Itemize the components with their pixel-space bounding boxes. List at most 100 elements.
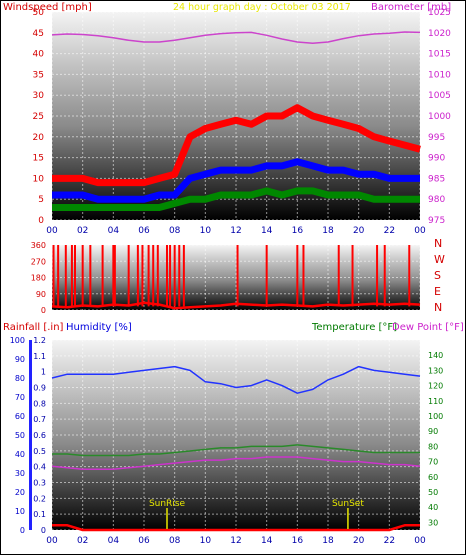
panel3-x-tick-label: 04 xyxy=(108,536,120,546)
panel3-rain-tick-label: 0.1 xyxy=(33,510,46,519)
panel3-rain-tick-label: 0.8 xyxy=(33,399,46,408)
panel1-y2-tick-label: 1000 xyxy=(428,112,451,122)
panel1-x-tick-label: 04 xyxy=(108,226,120,236)
panel3-rain-tick-label: 0.4 xyxy=(33,463,46,472)
panel1-y-tick-label: 40 xyxy=(33,50,45,60)
panel3-rain-tick-label: 0.7 xyxy=(33,415,46,424)
panel1-x-tick-label: 02 xyxy=(77,226,88,236)
panel1-series-0 xyxy=(51,31,421,44)
panel3-rain-tick-label: 0 xyxy=(41,526,46,535)
panel3-rain-tick-label: 1.1 xyxy=(33,352,46,361)
panel2-compass-label: S xyxy=(434,269,441,282)
panel3-humidity-tick-label: 10 xyxy=(15,507,25,516)
panel3-temp-tick-label: 100 xyxy=(428,412,443,421)
panel2-compass-label: N xyxy=(434,237,442,250)
panel1-y-tick-label: 0 xyxy=(38,216,44,226)
panel3-temp-label: Temperature [°F] xyxy=(311,322,397,333)
panel3-dew-label: Dew Point [°F] xyxy=(392,322,464,333)
panel3-x-tick-label: 20 xyxy=(353,536,365,546)
panel3-series-1 xyxy=(52,444,420,457)
panel3-temp-tick-label: 90 xyxy=(428,427,438,436)
panel3-humidity-label: Humidity [%] xyxy=(66,322,132,333)
panel3-series-2 xyxy=(51,456,421,470)
panel3-humidity-tick-label: 50 xyxy=(15,431,25,440)
panel3-rain-tick-label: 0.2 xyxy=(33,494,46,503)
panel3-annotation-label: SunRise xyxy=(149,499,186,509)
panel1-series-3 xyxy=(52,187,420,211)
panel1-ylabel: Windspeed [mph] xyxy=(3,2,92,13)
panel3-humidity-tick-label: 0 xyxy=(20,526,25,535)
panel3-temp-tick-label: 50 xyxy=(428,488,438,497)
panel2-y-tick-label: 270 xyxy=(31,257,46,266)
panel3-series-3 xyxy=(52,524,420,532)
panel1-x-tick-label: 10 xyxy=(200,226,212,236)
panel3-rain-tick-label: 0.6 xyxy=(33,431,46,440)
panel3-x-tick-label: 00 xyxy=(414,536,426,546)
panel1-y2-tick-label: 990 xyxy=(428,154,445,164)
panel3-rain-label: Rainfall [.in] xyxy=(3,322,64,333)
panel3-temp-tick-label: 110 xyxy=(428,397,443,406)
panel3-humidity-tick-label: 30 xyxy=(15,469,25,478)
panel1-y-tick-label: 45 xyxy=(33,29,44,39)
panel1-x-tick-label: 06 xyxy=(138,226,150,236)
panel3-humidity-tick-label: 40 xyxy=(15,450,25,459)
panel1-x-tick-label: 08 xyxy=(169,226,181,236)
panel1-y-tick-label: 10 xyxy=(33,174,45,184)
panel3-rain-tick-label: 0.3 xyxy=(33,479,46,488)
panel1-y-tick-label: 50 xyxy=(33,8,45,18)
panel1-y-tick-label: 35 xyxy=(33,70,44,80)
panel3-x-tick-label: 00 xyxy=(46,536,58,546)
panel3-temp-tick-label: 120 xyxy=(428,382,443,391)
panel1-y2-tick-label: 975 xyxy=(428,216,445,226)
panel1-y-tick-label: 30 xyxy=(33,91,45,101)
panel2-compass-label: N xyxy=(434,301,442,314)
panel3-annotation-label: SunSet xyxy=(332,499,364,509)
panel1-y-tick-label: 5 xyxy=(38,195,44,205)
panel1-y2-tick-label: 980 xyxy=(428,195,445,205)
panel2-compass-label: E xyxy=(434,285,441,298)
panel1-x-tick-label: 12 xyxy=(230,226,241,236)
panel1-x-tick-label: 00 xyxy=(414,226,426,236)
panel3-temp-tick-label: 60 xyxy=(428,473,438,482)
panel3-x-tick-label: 06 xyxy=(138,536,150,546)
panel3-temp-tick-label: 80 xyxy=(428,442,438,451)
panel3-humidity-tick-label: 90 xyxy=(15,355,25,364)
panel3-x-tick-label: 16 xyxy=(292,536,304,546)
panel1-series-1 xyxy=(52,104,421,187)
panel3-rain-tick-label: 0.5 xyxy=(33,447,46,456)
panel2-y-tick-label: 0 xyxy=(41,306,46,315)
panel3-x-tick-label: 12 xyxy=(230,536,241,546)
panel3-x-tick-label: 18 xyxy=(322,536,334,546)
panel1-y2-tick-label: 995 xyxy=(428,133,445,143)
panel3-temp-tick-label: 130 xyxy=(428,366,443,375)
panel1-series-2 xyxy=(52,158,420,203)
panel1-title: 24 hour graph day : October 03 2017 xyxy=(173,2,351,13)
panel1-x-tick-label: 18 xyxy=(322,226,334,236)
panel1-x-tick-label: 14 xyxy=(261,226,273,236)
panel2-y-tick-label: 180 xyxy=(31,274,46,283)
panel3-rain-tick-label: 1 xyxy=(41,368,46,377)
panel2-y-tick-label: 360 xyxy=(31,241,46,250)
panel3-rain-tick-label: 0.9 xyxy=(33,384,46,393)
panel1-x-tick-label: 22 xyxy=(384,226,395,236)
panel1-y2-tick-label: 1025 xyxy=(428,8,451,18)
panel1-x-tick-label: 16 xyxy=(292,226,304,236)
panel3-series-0 xyxy=(51,365,421,394)
panel3-humidity-tick-label: 100 xyxy=(10,336,25,345)
panel3-humidity-tick-label: 80 xyxy=(15,374,25,383)
panel3-temp-tick-label: 140 xyxy=(428,351,443,360)
panel1-y-tick-label: 20 xyxy=(33,133,45,143)
panel1-y2-tick-label: 985 xyxy=(428,174,445,184)
panel1-x-tick-label: 00 xyxy=(46,226,58,236)
panel3-x-tick-label: 14 xyxy=(261,536,273,546)
panel2-compass-label: W xyxy=(434,253,445,266)
panel3-x-tick-label: 22 xyxy=(384,536,395,546)
panel3-humidity-tick-label: 60 xyxy=(15,412,25,421)
panel1-y-tick-label: 15 xyxy=(33,154,44,164)
panel1-y-tick-label: 25 xyxy=(33,112,44,122)
panel1-x-tick-label: 20 xyxy=(353,226,365,236)
panel3-x-tick-label: 08 xyxy=(169,536,181,546)
panel1-y2-tick-label: 1020 xyxy=(428,29,451,39)
